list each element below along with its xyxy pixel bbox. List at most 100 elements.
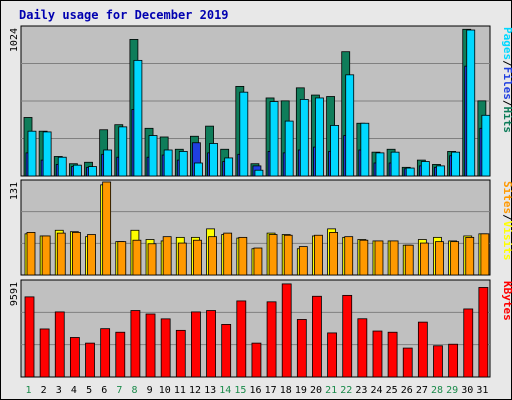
bar-sites-day-6 xyxy=(102,181,112,276)
bar-kbytes-day-22 xyxy=(342,294,353,378)
series-legend-label: KBytes xyxy=(501,281,512,321)
bar-kbytes-day-28 xyxy=(433,345,443,378)
x-tick-day-23: 23 xyxy=(355,385,367,396)
bar-pages-day-26 xyxy=(405,167,415,177)
x-tick-day-13: 13 xyxy=(204,385,216,396)
x-tick-day-27: 27 xyxy=(416,385,428,396)
x-tick-day-16: 16 xyxy=(249,385,261,396)
x-tick-day-4: 4 xyxy=(71,385,77,396)
x-tick-day-22: 22 xyxy=(340,385,352,396)
x-tick-day-29: 29 xyxy=(446,385,458,396)
x-tick-day-28: 28 xyxy=(431,385,443,396)
legend-files: Files xyxy=(501,67,512,100)
bar-pages-day-17 xyxy=(269,101,279,177)
bar-sites-day-16 xyxy=(253,247,263,276)
bar-sites-day-26 xyxy=(404,244,414,276)
bar-pages-day-27 xyxy=(420,161,430,177)
bar-sites-day-18 xyxy=(283,234,293,276)
bar-kbytes-day-27 xyxy=(417,321,428,378)
bar-kbytes-day-29 xyxy=(448,343,459,378)
bar-pages-day-10 xyxy=(163,149,173,177)
x-tick-day-30: 30 xyxy=(461,385,473,396)
bar-kbytes-day-31 xyxy=(478,287,489,378)
bar-sites-day-24 xyxy=(374,240,384,276)
bar-kbytes-day-30 xyxy=(463,308,474,378)
series-legend-label: Sites/Visits xyxy=(501,181,512,261)
bar-sites-day-7 xyxy=(117,241,127,276)
x-tick-day-3: 3 xyxy=(56,385,62,396)
chart-panels: 1024Pages/Files/Hits131Sites/Visits9591K… xyxy=(9,25,512,378)
bar-sites-day-30 xyxy=(465,236,475,276)
bar-kbytes-day-6 xyxy=(100,328,111,378)
bar-pages-day-19 xyxy=(299,98,309,177)
bar-sites-day-29 xyxy=(450,241,460,276)
bar-kbytes-day-25 xyxy=(387,331,398,378)
bar-sites-day-3 xyxy=(56,232,66,276)
bar-sites-day-28 xyxy=(435,241,444,276)
bar-pages-day-29 xyxy=(451,151,461,177)
legend-kbytes: KBytes xyxy=(501,281,512,321)
x-tick-day-7: 7 xyxy=(116,385,122,396)
panel-kbytes: 9591 KBytes xyxy=(9,279,512,378)
x-tick-day-14: 14 xyxy=(219,385,231,396)
x-tick-day-8: 8 xyxy=(131,385,137,396)
bar-sites-day-10 xyxy=(162,236,172,276)
bar-pages-day-20 xyxy=(315,97,324,177)
legend-sites: Sites xyxy=(501,181,512,214)
bar-sites-day-9 xyxy=(147,243,157,276)
bar-pages-day-13 xyxy=(209,143,218,177)
bar-kbytes-day-21 xyxy=(327,332,337,378)
bar-pages-day-23 xyxy=(360,122,370,177)
x-tick-day-6: 6 xyxy=(101,385,107,396)
chart-title: Daily usage for December 2019 xyxy=(19,8,229,22)
bar-pages-day-28 xyxy=(436,165,445,177)
bar-kbytes-day-8 xyxy=(130,310,141,378)
bar-pages-day-18 xyxy=(284,120,294,177)
bar-sites-day-17 xyxy=(268,234,278,276)
bar-sites-day-12 xyxy=(193,239,202,276)
bar-sites-day-8 xyxy=(132,239,142,276)
legend-pages: Pages xyxy=(501,27,512,60)
x-tick-day-15: 15 xyxy=(234,385,246,396)
legend-separator: / xyxy=(501,214,512,221)
bar-pages-day-3 xyxy=(57,156,67,177)
x-tick-day-18: 18 xyxy=(280,385,292,396)
x-tick-day-2: 2 xyxy=(41,385,47,396)
bar-kbytes-day-9 xyxy=(145,313,156,378)
bar-kbytes-day-18 xyxy=(281,283,292,378)
bar-pages-day-22 xyxy=(345,74,355,177)
bar-kbytes-day-2 xyxy=(39,328,50,378)
bar-kbytes-day-14 xyxy=(221,324,232,378)
bar-sites-day-4 xyxy=(71,232,81,276)
x-tick-day-24: 24 xyxy=(371,385,383,396)
x-tick-day-31: 31 xyxy=(476,385,488,396)
x-tick-day-17: 17 xyxy=(265,385,277,396)
bar-pages-day-11 xyxy=(178,151,188,177)
bar-pages-day-31 xyxy=(481,114,491,177)
bar-pages-day-6 xyxy=(103,149,113,177)
bar-pages-day-25 xyxy=(390,151,400,177)
bar-kbytes-day-13 xyxy=(206,310,216,378)
bar-kbytes-day-26 xyxy=(402,347,413,378)
bar-pages-day-21 xyxy=(330,125,339,177)
bar-sites-day-13 xyxy=(208,236,217,276)
bar-kbytes-day-20 xyxy=(312,295,322,378)
x-tick-day-20: 20 xyxy=(310,385,322,396)
bar-sites-day-25 xyxy=(389,240,399,276)
bar-kbytes-day-19 xyxy=(296,319,307,378)
bar-pages-day-16 xyxy=(254,169,264,177)
bar-pages-day-2 xyxy=(42,131,52,177)
x-tick-day-19: 19 xyxy=(295,385,307,396)
bar-sites-day-23 xyxy=(359,239,369,276)
bar-sites-day-11 xyxy=(177,242,187,276)
bar-pages-day-4 xyxy=(72,164,82,177)
panel-visits-sites: 131 Sites/Visits xyxy=(9,179,512,276)
legend-separator: / xyxy=(501,100,512,107)
bar-pages-day-15 xyxy=(239,91,249,177)
x-tick-day-26: 26 xyxy=(401,385,413,396)
bar-kbytes-day-24 xyxy=(372,330,383,378)
bar-kbytes-day-5 xyxy=(85,342,95,378)
series-legend-label: Pages/Files/Hits xyxy=(501,27,512,133)
bar-sites-day-21 xyxy=(329,232,338,276)
